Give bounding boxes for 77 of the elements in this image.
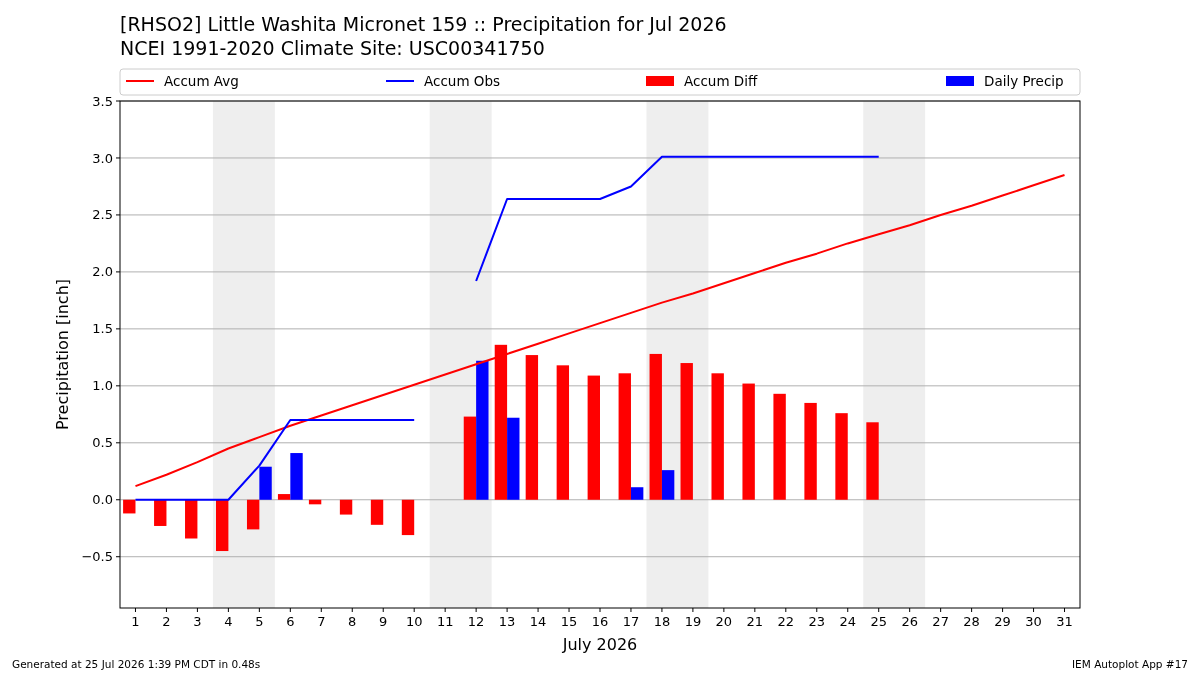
- chart-subtitle: NCEI 1991-2020 Climate Site: USC00341750: [120, 37, 545, 59]
- x-tick-label: 11: [436, 614, 454, 629]
- bar: [742, 383, 755, 500]
- x-tick-label: 1: [131, 614, 140, 629]
- y-tick-label: 3.0: [92, 150, 113, 166]
- bar: [804, 402, 817, 500]
- y-tick-label: 2.0: [92, 264, 113, 280]
- chart-title: [RHSO2] Little Washita Micronet 159 :: Precipitation for Jul 2026: [120, 13, 727, 35]
- bar: [507, 417, 520, 500]
- y-tick-label: −0.5: [81, 549, 113, 565]
- x-tick-label: 27: [932, 614, 949, 629]
- bar: [835, 413, 848, 500]
- text: Generated at 25 Jul 2026 1:39 PM CDT in 0.48s: [12, 658, 261, 670]
- bar: [587, 375, 600, 500]
- bar: [216, 499, 229, 552]
- text: IEM Autoplot App #17: [1072, 658, 1188, 670]
- bar: [525, 355, 539, 500]
- bar: [401, 499, 415, 536]
- bar: [866, 422, 879, 500]
- y-tick-label: 3.5: [92, 93, 113, 109]
- x-tick-label: 22: [777, 614, 795, 629]
- x-tick-label: 7: [317, 614, 326, 629]
- bar: [661, 470, 675, 500]
- x-tick-label: 13: [498, 614, 516, 629]
- legend-label: Accum Avg: [164, 72, 239, 89]
- bar: [370, 499, 384, 525]
- bar: [339, 499, 353, 515]
- y-tick-label: 2.5: [92, 207, 113, 223]
- y-tick-label: 1.5: [92, 321, 113, 337]
- bar: [556, 365, 570, 500]
- x-tick-label: 12: [467, 614, 485, 629]
- x-tick-label: 30: [1025, 614, 1042, 629]
- y-axis-title: Precipitation [inch]: [53, 278, 72, 431]
- y-tick-label: 0.5: [92, 435, 113, 451]
- bar: [773, 393, 786, 500]
- x-tick-label: 25: [870, 614, 887, 629]
- x-tick-label: 18: [653, 614, 671, 629]
- x-tick-label: 6: [286, 614, 295, 629]
- bar: [154, 499, 167, 526]
- bar: [618, 373, 631, 500]
- bar: [277, 494, 291, 500]
- x-tick-label: 20: [715, 614, 733, 629]
- y-tick-label: 1.0: [92, 378, 113, 394]
- bar: [123, 499, 136, 514]
- x-tick-label: 24: [839, 614, 857, 629]
- bar: [463, 416, 477, 500]
- x-tick-label: 23: [808, 614, 826, 629]
- x-tick-label: 10: [405, 614, 423, 629]
- legend-label: Accum Diff: [684, 72, 758, 89]
- bar: [630, 487, 644, 500]
- x-tick-label: 9: [379, 614, 388, 629]
- x-tick-label: 21: [746, 614, 764, 629]
- bar: [649, 353, 662, 500]
- x-tick-label: 17: [622, 614, 640, 629]
- x-tick-label: 4: [224, 614, 233, 629]
- x-tick-label: 15: [560, 614, 578, 629]
- x-tick-label: 14: [529, 614, 547, 629]
- bar: [185, 499, 198, 539]
- bar: [680, 363, 693, 500]
- bar: [290, 453, 303, 500]
- x-tick-label: 16: [591, 614, 609, 629]
- x-tick-label: 26: [901, 614, 918, 629]
- x-tick-label: 28: [963, 614, 980, 629]
- x-tick-label: 29: [994, 614, 1011, 629]
- x-tick-label: 2: [162, 614, 171, 629]
- legend-label: Accum Obs: [424, 72, 501, 89]
- x-tick-label: 8: [348, 614, 357, 629]
- x-tick-label: 5: [255, 614, 264, 629]
- y-tick-label: 0.0: [92, 492, 113, 508]
- legend-label: Daily Precip: [984, 72, 1064, 89]
- bar: [246, 499, 260, 530]
- x-tick-label: 19: [684, 614, 702, 629]
- x-tick-label: 3: [193, 614, 202, 629]
- bar: [711, 373, 724, 500]
- x-tick-label: 31: [1056, 614, 1073, 629]
- x-axis-title: July 2026: [561, 635, 638, 654]
- bar: [476, 360, 489, 500]
